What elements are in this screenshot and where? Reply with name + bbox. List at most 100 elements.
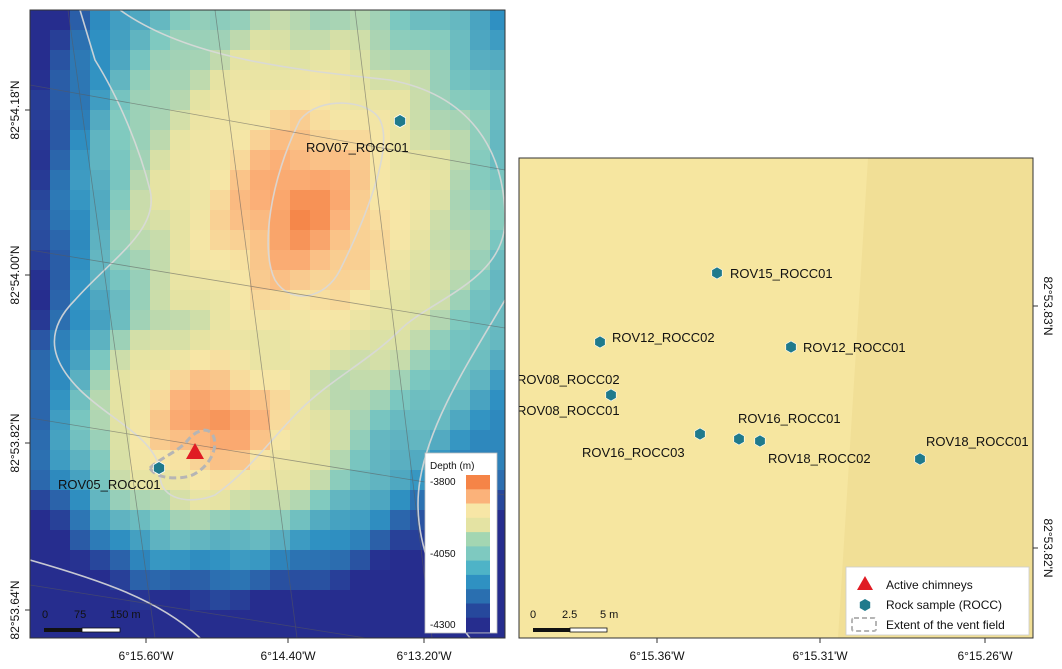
raster-cell — [270, 590, 291, 611]
raster-cell — [230, 210, 251, 231]
raster-cell — [90, 570, 111, 591]
raster-cell — [50, 150, 71, 171]
raster-cell — [370, 490, 391, 511]
raster-cell — [250, 570, 271, 591]
raster-cell — [330, 370, 351, 391]
raster-cell — [390, 70, 411, 91]
raster-cell — [270, 70, 291, 91]
raster-cell — [410, 210, 431, 231]
raster-cell — [190, 350, 211, 371]
raster-cell — [370, 150, 391, 171]
raster-cell — [350, 590, 371, 611]
raster-cell — [230, 330, 251, 351]
raster-cell — [30, 490, 51, 511]
raster-cell — [310, 90, 331, 111]
raster-cell — [290, 530, 311, 551]
raster-cell — [90, 450, 111, 471]
raster-cell — [150, 430, 171, 451]
raster-cell — [150, 610, 171, 631]
raster-cell — [50, 610, 71, 631]
raster-cell — [250, 270, 271, 291]
raster-cell — [270, 430, 291, 451]
raster-cell — [350, 170, 371, 191]
raster-cell — [390, 450, 411, 471]
raster-cell — [290, 570, 311, 591]
raster-cell — [310, 530, 331, 551]
raster-cell — [70, 350, 91, 371]
raster-cell — [110, 50, 131, 71]
raster-cell — [230, 470, 251, 491]
raster-cell — [370, 450, 391, 471]
raster-cell — [350, 490, 371, 511]
raster-cell — [450, 630, 471, 638]
raster-cell — [490, 310, 505, 331]
raster-cell — [390, 470, 411, 491]
raster-cell — [250, 450, 271, 471]
raster-cell — [150, 530, 171, 551]
sample-marker-rov18-01 — [914, 452, 926, 466]
raster-cell — [390, 30, 411, 51]
raster-cell — [290, 330, 311, 351]
raster-cell — [390, 510, 411, 531]
raster-cell — [190, 130, 211, 151]
raster-cell — [450, 170, 471, 191]
raster-cell — [410, 30, 431, 51]
raster-cell — [110, 190, 131, 211]
raster-cell — [450, 230, 471, 251]
raster-cell — [270, 190, 291, 211]
raster-cell — [230, 190, 251, 211]
raster-cell — [150, 630, 171, 638]
raster-cell — [90, 150, 111, 171]
raster-cell — [310, 390, 331, 411]
raster-cell — [370, 30, 391, 51]
raster-cell — [450, 50, 471, 71]
raster-cell — [390, 490, 411, 511]
raster-cell — [330, 230, 351, 251]
raster-cell — [30, 410, 51, 431]
raster-cell — [130, 370, 151, 391]
raster-cell — [70, 450, 91, 471]
raster-cell — [250, 310, 271, 331]
raster-cell — [50, 190, 71, 211]
raster-cell — [250, 630, 271, 638]
raster-cell — [170, 390, 191, 411]
raster-cell — [450, 190, 471, 211]
raster-cell — [190, 630, 211, 638]
raster-cell — [410, 50, 431, 71]
raster-cell — [250, 410, 271, 431]
raster-cell — [110, 10, 131, 31]
raster-cell — [170, 430, 191, 451]
raster-cell — [110, 490, 131, 511]
raster-cell — [110, 510, 131, 531]
raster-cell — [490, 250, 505, 271]
raster-cell — [110, 330, 131, 351]
raster-cell — [150, 50, 171, 71]
raster-cell — [350, 450, 371, 471]
raster-cell — [150, 390, 171, 411]
raster-cell — [470, 390, 491, 411]
raster-cell — [50, 30, 71, 51]
raster-cell — [370, 270, 391, 291]
raster-cell — [230, 370, 251, 391]
raster-cell — [350, 390, 371, 411]
lat-label-left-3: 82°53.82'N — [8, 413, 22, 472]
raster-cell — [50, 470, 71, 491]
raster-cell — [310, 470, 331, 491]
raster-cell — [230, 550, 251, 571]
sample-marker-rov18-02 — [754, 434, 766, 448]
raster-cell — [430, 330, 451, 351]
sample-label-rov16-rocc03: ROV16_ROCC03 — [582, 445, 685, 460]
raster-cell — [270, 490, 291, 511]
raster-cell — [310, 190, 331, 211]
map-legend: Active chimneys Rock sample (ROCC) Exten… — [845, 566, 1030, 636]
raster-cell — [250, 390, 271, 411]
raster-cell — [410, 330, 431, 351]
raster-cell — [250, 10, 271, 31]
raster-cell — [290, 630, 311, 638]
raster-cell — [310, 570, 331, 591]
raster-cell — [210, 610, 231, 631]
raster-cell — [50, 530, 71, 551]
raster-cell — [190, 90, 211, 111]
raster-cell — [210, 210, 231, 231]
chimney-marker-left — [186, 443, 204, 459]
